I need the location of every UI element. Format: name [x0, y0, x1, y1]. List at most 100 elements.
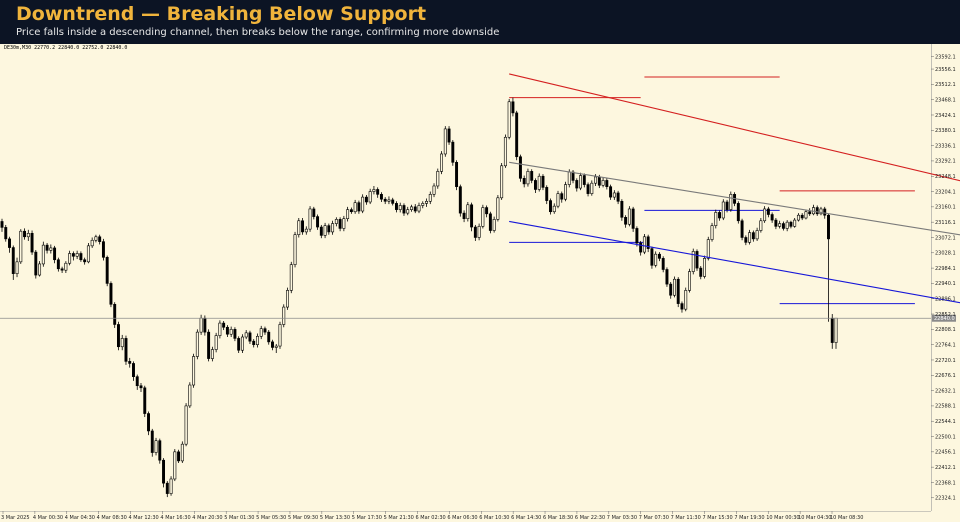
time-tick-label: 4 Mar 12:30	[129, 515, 159, 521]
candle	[120, 334, 124, 351]
candle	[691, 248, 695, 275]
candle-body-down	[800, 214, 804, 219]
candle	[413, 204, 417, 214]
candle-body-down	[827, 214, 830, 240]
symbol-label: DE30m,M30	[4, 45, 31, 51]
candle	[714, 209, 718, 229]
candle	[331, 220, 335, 235]
candle	[718, 210, 722, 221]
candle-body-down	[128, 361, 132, 364]
candle	[473, 224, 477, 241]
candle	[447, 126, 451, 145]
candle-body-down	[530, 171, 534, 181]
candle	[207, 329, 211, 362]
candle	[605, 177, 609, 190]
candle-body-up	[778, 223, 782, 227]
candle-body-up	[627, 208, 631, 225]
candle	[744, 235, 748, 246]
candle	[759, 217, 763, 233]
candle	[372, 185, 376, 195]
candle	[255, 333, 259, 348]
candle-body-up	[68, 253, 72, 264]
candle	[139, 382, 143, 392]
candle-body-down	[624, 216, 628, 225]
candle-body-down	[620, 200, 624, 218]
candle	[417, 202, 421, 214]
time-tick-label: 10 Mar 08:30	[830, 515, 863, 521]
candle-body-down	[132, 363, 135, 377]
candle-body-up	[590, 182, 594, 194]
current-price: 22840.0	[0, 314, 956, 322]
candle-body-up	[796, 214, 800, 221]
candle-body-down	[808, 211, 812, 215]
time-tick-label: 6 Mar 14:30	[511, 515, 541, 521]
candle-body-down	[383, 198, 387, 202]
candle	[237, 336, 241, 354]
chart-header: Downtrend — Breaking Below Support Price…	[0, 0, 960, 44]
candle-body-up	[440, 153, 444, 172]
candle	[19, 229, 23, 264]
candle-body-down	[376, 189, 380, 195]
candle-body-up	[173, 451, 177, 480]
price-tick-label: 23028.1	[935, 251, 956, 257]
candle	[503, 134, 507, 168]
candle-body-up	[706, 239, 710, 259]
candle	[458, 184, 462, 217]
candle-body-down	[45, 244, 49, 251]
candle	[394, 201, 398, 213]
candle	[785, 220, 789, 232]
candle	[64, 261, 68, 273]
candle	[248, 330, 252, 344]
candle-body-down	[447, 128, 451, 143]
candle-body-down	[225, 326, 229, 335]
candle	[488, 211, 492, 234]
candle	[751, 230, 755, 242]
candle-body-up	[49, 247, 53, 251]
candle-body-down	[639, 242, 643, 253]
candle	[425, 198, 428, 207]
candle	[710, 222, 714, 242]
candle	[601, 177, 605, 188]
candle-body-down	[740, 220, 744, 238]
candle-body-down	[597, 176, 601, 186]
candle	[319, 224, 323, 239]
candle	[590, 180, 594, 196]
candle-body-down	[518, 156, 522, 179]
price-tick-label: 22544.1	[935, 419, 956, 425]
candle	[282, 304, 286, 328]
candle	[669, 282, 673, 299]
candle-body-down	[11, 247, 15, 274]
candle-body-down	[455, 162, 459, 187]
candle	[346, 206, 350, 222]
candle-body-up	[691, 251, 695, 272]
candle	[267, 330, 271, 345]
candle	[376, 187, 380, 198]
time-tick-label: 10 Mar 00:30	[766, 515, 799, 521]
candle-body-down	[485, 207, 489, 215]
candle	[214, 332, 218, 353]
candle-body-up	[19, 230, 23, 263]
candle	[308, 206, 312, 232]
candle-body-down	[616, 192, 620, 202]
candle-body-up	[255, 336, 259, 345]
candle-body-up	[308, 208, 312, 230]
candle	[297, 217, 301, 238]
candle	[94, 234, 98, 243]
price-tick-label: 23248.1	[935, 174, 956, 180]
candle-body-down	[823, 208, 827, 216]
candle	[338, 217, 342, 232]
time-tick-label: 7 Mar 19:30	[734, 515, 764, 521]
candle	[778, 220, 782, 229]
candle-body-down	[203, 317, 207, 333]
candle	[729, 191, 733, 212]
time-tick-label: 7 Mar 11:30	[671, 515, 701, 521]
price-tick-label: 22808.1	[935, 327, 956, 333]
price-tick-label: 23380.1	[935, 128, 956, 134]
candle-body-down	[60, 268, 64, 271]
candle-body-down	[207, 331, 211, 359]
candle-body-down	[646, 236, 650, 249]
candle	[30, 230, 34, 255]
candle-body-down	[533, 180, 537, 190]
candle	[518, 154, 522, 182]
candle-body-up	[703, 258, 706, 277]
